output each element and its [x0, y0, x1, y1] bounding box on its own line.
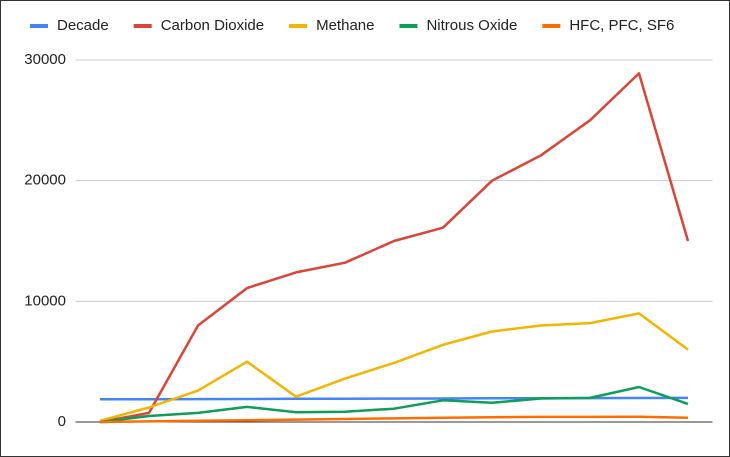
legend-label: Decade [57, 17, 109, 34]
legend-label: Carbon Dioxide [161, 17, 264, 34]
series-line [99, 385, 689, 424]
legend-label: Methane [316, 17, 374, 34]
series-line [99, 415, 689, 424]
y-tick-label: 20000 [24, 172, 66, 189]
series-line [99, 396, 689, 401]
series-line [99, 312, 689, 423]
y-tick-label: 0 [58, 413, 66, 430]
y-tick-label: 10000 [24, 292, 66, 309]
legend-label: HFC, PFC, SF6 [569, 17, 674, 34]
y-tick-label: 30000 [24, 51, 66, 68]
series-line [99, 72, 690, 424]
legend-label: Nitrous Oxide [426, 17, 517, 34]
